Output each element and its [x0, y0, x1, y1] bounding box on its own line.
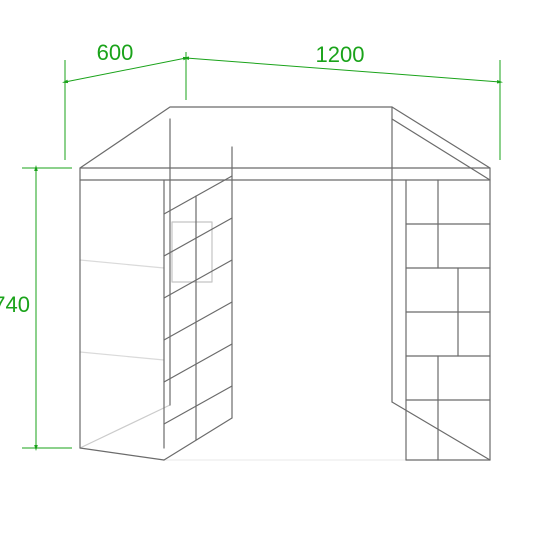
dimension-depth: 600 [65, 40, 186, 160]
technical-diagram: 600 1200 740 [0, 0, 550, 550]
dimension-depth-label: 600 [97, 40, 134, 65]
left-pedestal-shelves [164, 176, 232, 440]
dimension-width-label: 1200 [316, 42, 365, 67]
dimension-width: 1200 [186, 42, 500, 160]
desk-outline [80, 107, 490, 460]
dimension-height: 740 [0, 168, 72, 448]
dimension-annotations: 600 1200 740 [0, 40, 500, 448]
dimension-height-label: 740 [0, 292, 30, 317]
